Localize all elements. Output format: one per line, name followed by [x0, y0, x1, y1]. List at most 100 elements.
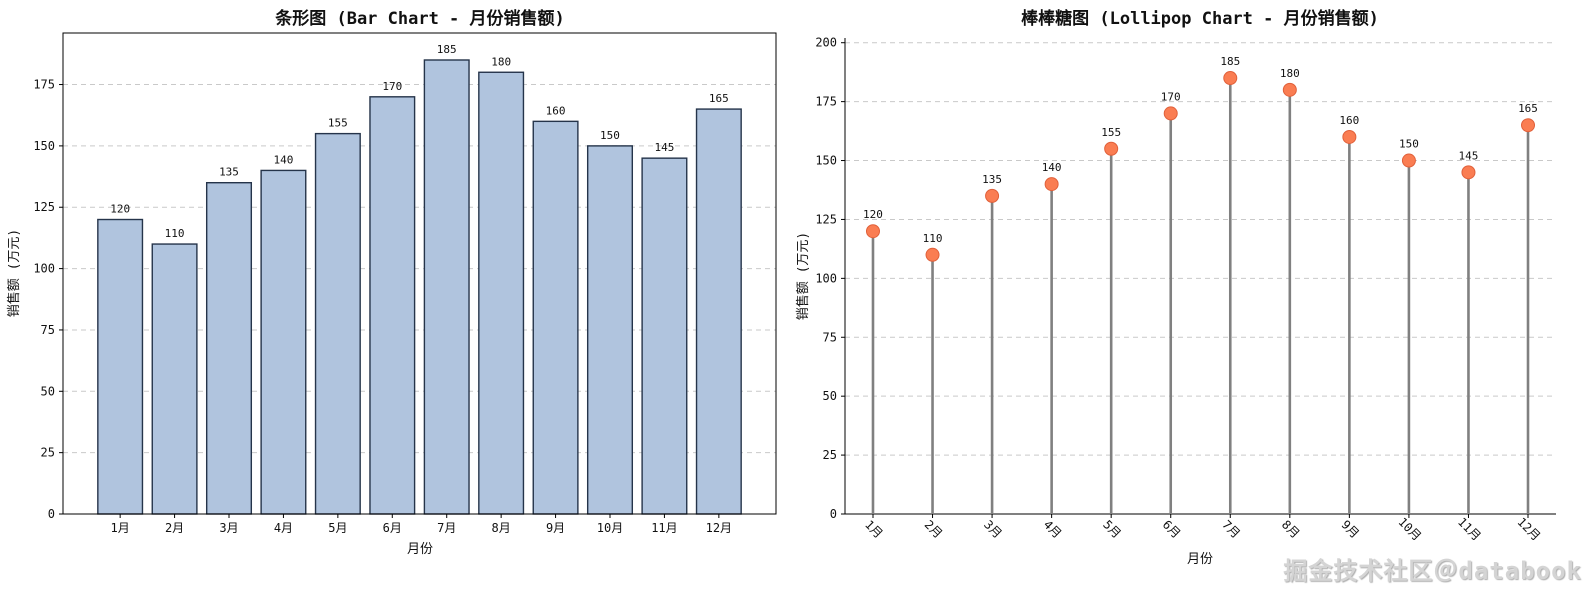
value-label: 160	[1339, 114, 1359, 127]
dot-4	[1044, 177, 1059, 192]
x-tick-label: 8月	[1279, 517, 1303, 541]
x-tick-label: 7月	[1219, 517, 1243, 541]
x-tick-label: 12月	[706, 521, 732, 535]
y-tick-label: 50	[41, 384, 55, 398]
value-label: 170	[1161, 90, 1181, 103]
lollipop-chart: 120 1月 110 2月 135 3月 140 4月 155 5月 170 6月 185 7月 180 8月…	[795, 8, 1556, 567]
x-tick-label: 5月	[1100, 517, 1124, 541]
bar-9	[532, 120, 579, 515]
value-label: 140	[1042, 161, 1062, 174]
y-tick-label: 25	[823, 448, 837, 462]
x-tick-label: 2月	[165, 521, 184, 535]
lollipop-chart-ylabel: 销售额 (万元)	[795, 232, 811, 320]
x-tick-label: 4月	[1041, 517, 1065, 541]
x-tick-label: 10月	[1395, 515, 1424, 544]
bar-3	[205, 181, 253, 515]
y-tick-label: 150	[33, 139, 55, 153]
y-tick-label: 200	[815, 36, 837, 50]
dot-5	[1104, 141, 1119, 156]
dot-12	[1521, 118, 1536, 133]
value-label: 185	[437, 43, 457, 56]
y-tick-label: 150	[815, 154, 837, 168]
y-tick-label: 100	[815, 271, 837, 285]
value-label: 150	[600, 129, 620, 142]
value-label: 120	[110, 203, 130, 216]
x-tick-label: 1月	[111, 521, 130, 535]
x-tick-label: 7月	[437, 521, 456, 535]
dot-3	[985, 188, 1000, 203]
value-label: 155	[328, 117, 348, 130]
x-tick-label: 4月	[274, 521, 293, 535]
bar-5	[314, 132, 361, 515]
x-tick-label: 5月	[328, 521, 347, 535]
value-label: 155	[1101, 126, 1121, 139]
value-label: 110	[165, 227, 185, 240]
bar-10	[586, 145, 634, 515]
value-label: 110	[923, 232, 943, 245]
value-label: 135	[219, 166, 239, 179]
x-tick-label: 11月	[651, 521, 677, 535]
x-tick-label: 6月	[1160, 517, 1184, 541]
x-tick-label: 12月	[1515, 515, 1544, 544]
value-label: 160	[546, 104, 566, 117]
value-label: 165	[1518, 102, 1538, 115]
value-label: 185	[1220, 55, 1240, 68]
y-tick-label: 175	[33, 78, 55, 92]
dot-9	[1342, 129, 1357, 144]
value-label: 150	[1399, 138, 1419, 151]
y-tick-label: 125	[815, 212, 837, 226]
bar-11	[641, 157, 688, 515]
bar-7	[423, 59, 470, 515]
x-tick-label: 9月	[1338, 517, 1362, 541]
x-tick-label: 3月	[981, 517, 1005, 541]
bar-6	[369, 96, 416, 515]
y-tick-label: 75	[823, 330, 837, 344]
bar-chart-plot: 120 1月 110 2月 135 3月 140 4月 155 5月 170 6月 185 7月 180 8月…	[33, 32, 777, 535]
value-label: 165	[709, 92, 729, 105]
value-label: 120	[863, 208, 883, 221]
bar-chart-panel: 120 1月 110 2月 135 3月 140 4月 155 5月 170 6月 185 7月 180 8月…	[6, 8, 777, 557]
value-label: 135	[982, 173, 1002, 186]
y-tick-label: 0	[830, 507, 837, 521]
value-label: 170	[382, 80, 402, 93]
x-tick-label: 9月	[546, 521, 565, 535]
plot-border	[62, 32, 777, 515]
x-tick-label: 3月	[219, 521, 238, 535]
lollipop-chart-title: 棒棒糖图 (Lollipop Chart - 月份销售额)	[1021, 8, 1379, 29]
y-tick-label: 25	[41, 446, 55, 460]
dot-7	[1223, 71, 1238, 86]
y-tick-label: 50	[823, 389, 837, 403]
y-tick-label: 75	[41, 323, 55, 337]
y-tick-label: 175	[815, 95, 837, 109]
value-label: 140	[273, 153, 293, 166]
value-label: 180	[1280, 67, 1300, 80]
bar-chart: 120 1月 110 2月 135 3月 140 4月 155 5月 170 6月 185 7月 180 8月…	[6, 8, 777, 557]
dot-10	[1401, 153, 1416, 168]
x-tick-label: 10月	[597, 521, 623, 535]
bar-chart-xlabel: 月份	[407, 542, 433, 557]
bar-4	[260, 169, 307, 515]
x-tick-label: 6月	[383, 521, 402, 535]
bar-chart-title: 条形图 (Bar Chart - 月份销售额)	[274, 8, 565, 29]
y-tick-label: 0	[48, 507, 55, 521]
bar-12	[695, 108, 742, 515]
dot-6	[1163, 106, 1178, 121]
dot-11	[1461, 165, 1476, 180]
lollipop-chart-panel: 120 1月 110 2月 135 3月 140 4月 155 5月 170 6月 185 7月 180 8月…	[795, 0, 1590, 590]
bar-chart-ylabel: 销售额 (万元)	[6, 229, 22, 317]
bar-8	[478, 71, 525, 515]
lollipop-chart-plot: 120 1月 110 2月 135 3月 140 4月 155 5月 170 6月 185 7月 180 8月…	[815, 36, 1556, 544]
x-tick-label: 11月	[1455, 515, 1484, 544]
watermark: 掘金技术社区＠databook	[1283, 557, 1582, 585]
x-tick-label: 8月	[492, 521, 511, 535]
dot-1	[865, 224, 880, 239]
bar-1	[97, 218, 144, 515]
dot-2	[925, 247, 940, 262]
x-tick-label: 2月	[922, 517, 946, 541]
y-tick-label: 125	[33, 200, 55, 214]
y-tick-label: 100	[33, 262, 55, 276]
lollipop-chart-xlabel: 月份	[1187, 552, 1213, 567]
value-label: 145	[654, 141, 674, 154]
x-tick-label: 1月	[862, 517, 886, 541]
dot-8	[1282, 82, 1297, 97]
